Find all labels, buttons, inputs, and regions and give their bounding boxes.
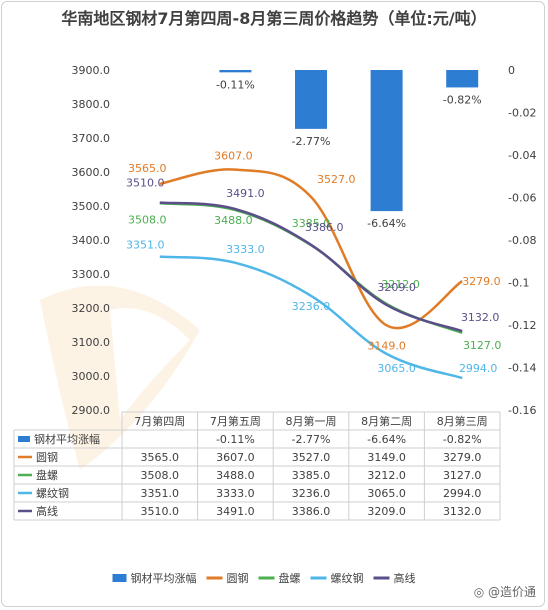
- legend-label: 圆钢: [227, 572, 249, 585]
- right-tick-label: -0.04: [508, 149, 536, 162]
- right-tick-label: -0.16: [508, 404, 536, 417]
- point-label: 3209.0: [377, 281, 416, 294]
- point-label: 3607.0: [214, 150, 253, 163]
- table-cell: 3065.0: [367, 487, 406, 500]
- right-tick-label: -0.06: [508, 192, 536, 205]
- point-label: 3333.0: [226, 243, 265, 256]
- table-cell: 3607.0: [216, 451, 255, 464]
- left-tick-label: 3000.0: [72, 370, 111, 383]
- table-row-label: 钢材平均涨幅: [34, 432, 100, 446]
- right-tick-label: -0.14: [508, 362, 536, 375]
- legend-label: 高线: [394, 571, 416, 585]
- point-label: 3508.0: [128, 213, 167, 226]
- right-tick-label: -0.08: [508, 234, 536, 247]
- right-tick-label: -0.12: [508, 319, 536, 332]
- point-label: 3236.0: [292, 300, 331, 313]
- left-tick-label: 3700.0: [72, 132, 111, 145]
- table-cell: -0.82%: [443, 433, 482, 446]
- left-tick-label: 3400.0: [72, 234, 111, 247]
- point-label: 3488.0: [214, 214, 253, 227]
- point-label: 3127.0: [463, 339, 502, 352]
- left-tick-label: 3500.0: [72, 200, 111, 213]
- point-label: 3351.0: [126, 239, 165, 252]
- point-label: 3385.0: [292, 217, 331, 230]
- table-cell: 3236.0: [292, 487, 331, 500]
- bar-4: [370, 70, 403, 212]
- legend-label: 盘螺: [279, 571, 301, 585]
- table-cell: 3488.0: [216, 469, 255, 482]
- table-row-label: 圆钢: [36, 451, 58, 464]
- left-tick-label: 3600.0: [72, 166, 111, 179]
- table-cell: -2.77%: [292, 433, 331, 446]
- chart-title: 华南地区钢材7月第四周-8月第三周价格趋势（单位:元/吨）: [61, 9, 487, 28]
- point-label: 3527.0: [317, 173, 356, 186]
- table-header-cell: 8月第一周: [286, 414, 337, 428]
- legend-label: 螺纹钢: [331, 571, 364, 585]
- point-label: 3132.0: [461, 311, 500, 324]
- left-tick-label: 3200.0: [72, 302, 111, 315]
- series-line-1: [159, 168, 463, 330]
- table-cell: 3333.0: [216, 487, 255, 500]
- table-header-cell: 7月第四周: [134, 414, 185, 428]
- point-label: 3491.0: [226, 187, 265, 200]
- left-tick-label: 2900.0: [72, 404, 111, 417]
- table-row-label: 螺纹钢: [36, 486, 69, 500]
- table-cell: 3149.0: [367, 451, 406, 464]
- table-cell: 3527.0: [292, 451, 331, 464]
- table-cell: 3132.0: [443, 505, 482, 518]
- legend-swatch: [112, 574, 127, 582]
- bar-2: [219, 70, 252, 73]
- point-label: 3212.0: [381, 278, 420, 291]
- left-tick-label: 3800.0: [72, 98, 111, 111]
- series-line-3: [159, 255, 463, 380]
- table-cell: 3386.0: [292, 505, 331, 518]
- table-cell: 3209.0: [367, 505, 406, 518]
- table-row-label: 盘螺: [36, 468, 58, 482]
- right-tick-label: -0.1: [508, 277, 529, 290]
- table-row-label: 高线: [36, 504, 58, 518]
- left-tick-label: 3300.0: [72, 268, 111, 281]
- table-cell: 3351.0: [141, 487, 180, 500]
- bar-label: -0.82%: [443, 93, 482, 106]
- table-cell: 3508.0: [141, 469, 180, 482]
- watermark-logo-icon: ◎ @: [473, 585, 500, 599]
- point-label: 3149.0: [367, 339, 406, 352]
- table-cell: 2994.0: [443, 487, 482, 500]
- point-label: 3065.0: [377, 362, 416, 375]
- watermark-text: ◎ @造价通: [474, 583, 536, 600]
- bar-label: -0.11%: [216, 78, 255, 91]
- watermark-logo: [40, 285, 200, 470]
- point-label: 3565.0: [128, 162, 167, 175]
- point-label: 3386.0: [305, 221, 344, 234]
- table-cell: 3279.0: [443, 451, 482, 464]
- table-cell: 3127.0: [443, 469, 482, 482]
- table-cell: 3212.0: [367, 469, 406, 482]
- table-cell: 3385.0: [292, 469, 331, 482]
- right-tick-label: -0.02: [508, 107, 536, 120]
- point-label: 3510.0: [126, 177, 165, 190]
- table-legend-swatch: [18, 436, 30, 442]
- bar-label: -2.77%: [292, 135, 331, 148]
- bar-label: -6.64%: [367, 217, 406, 230]
- right-tick-label: 0: [508, 64, 515, 77]
- table-cell: -6.64%: [367, 433, 406, 446]
- table-cell: -0.11%: [216, 433, 255, 446]
- bar-5: [446, 70, 479, 88]
- table-header-cell: 8月第二周: [361, 414, 412, 428]
- table-cell: 3565.0: [141, 451, 180, 464]
- watermark-label: 造价通: [499, 585, 536, 599]
- series-line-4: [159, 201, 463, 333]
- point-label: 3279.0: [462, 275, 501, 288]
- table-cell: 3510.0: [141, 505, 180, 518]
- left-tick-label: 3100.0: [72, 336, 111, 349]
- point-label: 2994.0: [459, 362, 498, 375]
- table-header-cell: 8月第三周: [437, 414, 488, 428]
- table-header-cell: 7月第五周: [210, 414, 261, 428]
- table-cell: 3491.0: [216, 505, 255, 518]
- left-tick-label: 3900.0: [72, 64, 111, 77]
- legend-label: 钢材平均涨幅: [131, 571, 197, 585]
- bar-3: [295, 70, 327, 129]
